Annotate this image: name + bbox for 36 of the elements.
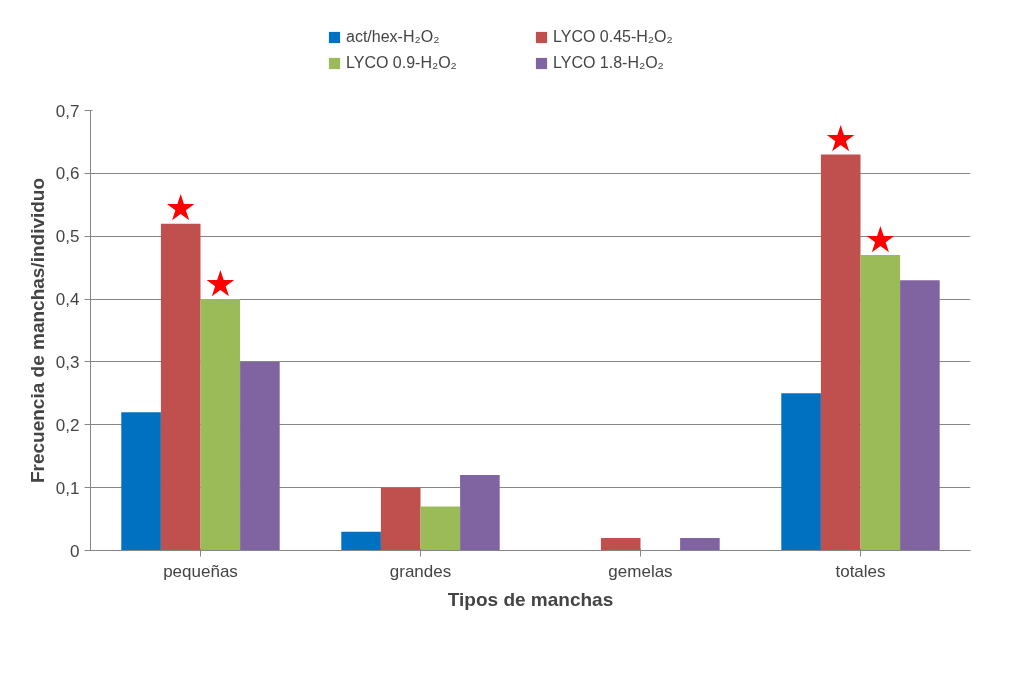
data-label: ★ [864,218,897,260]
legend-label: act/hex-H₂O₂ [346,28,441,46]
bar [600,537,641,551]
bar [860,255,901,551]
bar [820,154,861,551]
y-tick-label: 0,4 [55,290,80,310]
y-tick-label: 0,5 [55,227,80,247]
bar [160,223,201,551]
legend-label: LYCO 1.8-H₂O₂ [553,54,665,72]
bar [200,299,241,551]
bar [900,280,940,551]
y-tick-label: 0,2 [55,415,80,435]
data-label: ★ [824,118,857,159]
data-label: ★ [204,262,237,304]
y-tick-label: 0,1 [55,478,80,498]
legend-label: LYCO 0.45-H₂O₂ [553,28,674,46]
y-tick-label: 0 [70,541,80,561]
bar [341,531,381,551]
bar [121,412,161,551]
data-label: ★ [164,187,197,229]
y-tick-label: 0,6 [55,164,80,184]
x-tick-label: grandes [389,561,452,581]
bar [420,506,461,551]
legend-label: LYCO 0.9-H₂O₂ [346,54,458,72]
x-tick-label: gemelas [608,561,673,581]
bar [380,487,421,551]
bar [781,393,821,551]
x-axis-title: Tipos de manchas [447,588,614,610]
bar [680,537,720,551]
x-tick-label: totales [835,561,886,581]
bar [240,361,280,551]
y-tick-label: 0,7 [55,101,80,121]
y-tick-label: 0,3 [55,352,80,372]
x-tick-label: pequeñas [163,561,238,581]
bar [460,475,500,551]
y-axis-title: Frecuencia de manchas/individuo [26,177,48,484]
